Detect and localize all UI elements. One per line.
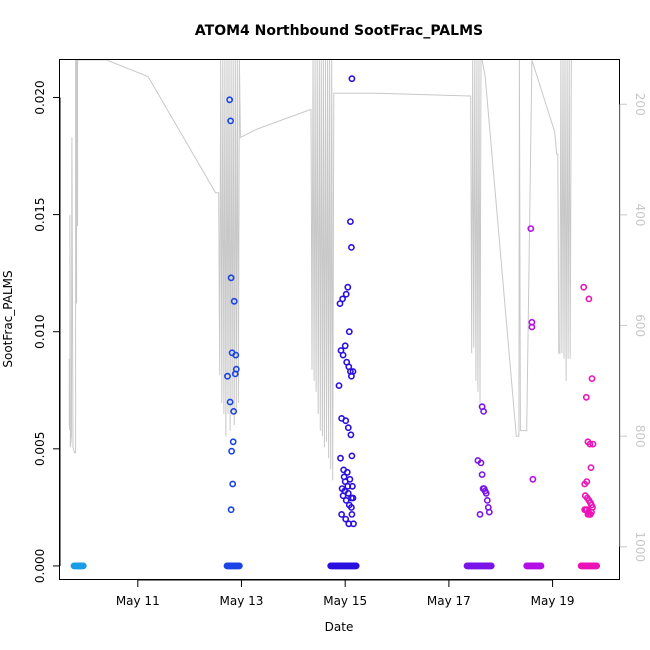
y2-tick-label: 600 xyxy=(633,314,647,337)
data-point xyxy=(342,417,350,425)
data-point xyxy=(589,440,597,448)
series-1 xyxy=(70,562,87,570)
altitude-line xyxy=(68,59,572,481)
series-3 xyxy=(327,75,360,570)
data-point xyxy=(349,368,357,375)
chart-title: ATOM4 Northbound SootFrac_PALMS xyxy=(195,23,483,39)
data-point xyxy=(229,438,237,446)
series-5 xyxy=(523,225,545,570)
data-point xyxy=(527,225,535,232)
data-point xyxy=(582,393,590,401)
data-point xyxy=(350,520,357,528)
data-point xyxy=(586,440,594,448)
zero-point xyxy=(593,562,601,570)
data-point xyxy=(585,295,593,303)
data-point xyxy=(338,511,345,518)
data-point xyxy=(345,328,353,336)
data-point xyxy=(230,297,238,305)
data-points xyxy=(70,75,601,570)
altitude-trace xyxy=(68,59,572,481)
y-tick-label: 0.005 xyxy=(33,432,47,466)
series-2 xyxy=(223,96,243,570)
y-tick-label: 0.000 xyxy=(33,549,47,583)
data-point xyxy=(342,515,350,523)
data-point xyxy=(342,290,350,298)
x-tick-label: May 15 xyxy=(323,594,367,608)
data-point xyxy=(348,75,356,83)
x-tick-label: May 13 xyxy=(220,594,264,608)
data-point xyxy=(348,452,356,460)
data-point xyxy=(344,283,352,291)
data-point xyxy=(226,96,233,104)
data-point xyxy=(229,480,237,488)
data-point xyxy=(485,508,493,516)
data-point xyxy=(342,496,350,504)
data-point xyxy=(480,407,487,415)
data-point xyxy=(349,494,357,502)
data-point xyxy=(347,243,355,251)
data-point xyxy=(584,511,592,518)
data-point xyxy=(478,471,486,478)
data-point xyxy=(227,506,235,514)
plot-frame xyxy=(59,59,620,580)
y2-tick-label: 200 xyxy=(633,93,647,116)
data-point xyxy=(347,431,355,439)
y-axis-label: SootFrac_PALMS xyxy=(1,270,15,367)
data-point xyxy=(340,473,348,481)
zero-point xyxy=(487,562,495,570)
data-point xyxy=(341,342,349,350)
data-point xyxy=(339,351,347,359)
x-axis-label: Date xyxy=(325,620,354,634)
data-point xyxy=(227,274,235,282)
data-point xyxy=(230,407,238,415)
data-point xyxy=(483,496,491,504)
data-point xyxy=(528,323,536,331)
y2-tick-label: 400 xyxy=(633,203,647,226)
zero-point xyxy=(79,562,87,570)
data-point xyxy=(588,375,596,382)
x-axis: May 11 May 13 May 15 May 17 May 19 xyxy=(116,579,575,608)
x-tick-label: May 11 xyxy=(116,594,160,608)
data-point xyxy=(227,117,234,125)
data-point xyxy=(339,295,346,303)
y2-tick-label: 1000 xyxy=(633,532,647,563)
zero-point xyxy=(352,562,360,570)
data-point xyxy=(232,365,240,373)
zero-point xyxy=(537,562,545,570)
y-axis: 0.000 0.005 0.010 0.015 0.020 xyxy=(33,80,61,583)
data-point xyxy=(228,447,235,455)
y-tick-label: 0.015 xyxy=(33,197,47,231)
data-point xyxy=(226,398,234,406)
zero-point xyxy=(235,562,243,570)
data-point xyxy=(335,382,343,389)
data-point xyxy=(581,480,589,488)
data-point xyxy=(344,489,352,497)
data-point xyxy=(224,372,231,380)
data-point xyxy=(580,283,588,291)
data-point xyxy=(476,511,484,518)
y2-tick-label: 800 xyxy=(633,425,647,448)
data-point xyxy=(344,424,352,432)
data-point xyxy=(343,468,351,476)
x-tick-label: May 17 xyxy=(427,594,471,608)
data-point xyxy=(581,506,589,514)
secondary-y-axis: 200 400 600 800 1000 xyxy=(619,93,647,563)
x-tick-label: May 19 xyxy=(531,594,575,608)
y-tick-label: 0.010 xyxy=(33,315,47,349)
data-point xyxy=(482,489,490,497)
data-point xyxy=(347,503,355,511)
data-point xyxy=(529,475,537,483)
series-6 xyxy=(577,283,601,570)
y-tick-label: 0.020 xyxy=(33,80,47,114)
series-4 xyxy=(463,403,495,570)
data-point xyxy=(348,511,356,518)
data-point xyxy=(477,459,485,467)
data-point xyxy=(348,482,356,490)
data-point xyxy=(337,454,344,462)
data-point xyxy=(346,218,354,225)
data-point xyxy=(228,349,236,357)
data-point xyxy=(587,464,595,471)
data-point xyxy=(339,492,347,500)
